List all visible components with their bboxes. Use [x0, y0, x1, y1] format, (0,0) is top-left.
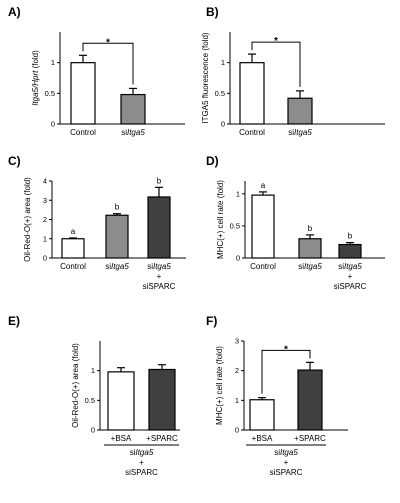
significance-bracket	[82, 42, 134, 85]
category-label: siItga5	[121, 128, 145, 137]
y-tick-label: 1	[235, 396, 239, 405]
group-footer-label: siSPARC	[125, 468, 158, 477]
y-tick-label: 1	[43, 234, 47, 243]
y-axis-label: ITGA5 fluorescence (fold)	[201, 32, 210, 123]
category-label: +	[157, 272, 162, 281]
y-tick-label: 0	[51, 120, 55, 129]
category-label: Control	[60, 262, 86, 271]
y-tick-label: 2	[43, 215, 47, 224]
category-label: siItga5	[298, 262, 322, 271]
group-letter: a	[261, 181, 266, 190]
y-tick-label: 0	[235, 426, 239, 435]
y-tick-label: 0	[43, 254, 47, 263]
y-tick-label: 0.5	[215, 89, 225, 98]
bar	[70, 62, 96, 125]
group-letter: b	[157, 176, 162, 185]
category-label: siSPARC	[143, 282, 176, 291]
group-letter: b	[348, 232, 353, 241]
bar	[338, 243, 362, 259]
group-footer-label: siItga5	[130, 448, 154, 457]
bar	[147, 196, 171, 259]
bar	[298, 238, 322, 259]
significance-marker: *	[284, 344, 288, 355]
group-letter: a	[71, 227, 76, 236]
panel-c: C) 0 1 2 3 4 Oil-Red-O(+) area (fold) a Control b…	[8, 154, 186, 291]
bar	[249, 399, 275, 431]
panel-letter: C)	[8, 154, 21, 168]
category-label: Control	[70, 128, 96, 137]
y-tick-label: 3	[43, 196, 47, 205]
y-tick-label: 0.5	[85, 396, 95, 405]
panel-letter: B)	[206, 5, 219, 19]
y-tick-label: 1	[236, 189, 240, 198]
panel-e: E) 0 0.5 1 Oil-Red-O(+) area (fold) +BSA +SPAR…	[8, 314, 180, 477]
y-tick-label: 2	[235, 366, 239, 375]
panel-f: F) 0 1 2 3 MHC(+) cell rate (fold) +BSA +SPARC *…	[206, 314, 348, 477]
y-axis-label: MHC(+) cell rate (fold)	[216, 180, 225, 259]
bar	[120, 93, 146, 125]
y-tick-label: 4	[43, 177, 47, 186]
bar	[61, 238, 85, 259]
bar	[107, 371, 135, 431]
category-label: siItga5	[288, 128, 312, 137]
bar	[287, 97, 313, 125]
group-footer-label: siItga5	[274, 448, 298, 457]
y-tick-label: 0	[221, 120, 225, 129]
significance-marker: *	[106, 37, 110, 48]
y-axis-label: Oil-Red-O(+) area (fold)	[71, 343, 80, 428]
bar	[239, 62, 265, 125]
category-label: +BSA	[252, 434, 273, 443]
group-footer-label: +	[139, 458, 144, 467]
category-label: siItga5	[105, 262, 129, 271]
y-axis-label: Oil-Red-O(+) area (fold)	[23, 177, 32, 262]
panel-d: D) 0 0.5 1 MHC(+) cell rate (fold) a Control b s…	[206, 154, 385, 291]
panel-letter: E)	[8, 314, 20, 328]
y-tick-label: 3	[235, 337, 239, 346]
y-tick-label: 1	[91, 366, 95, 375]
panel-letter: F)	[206, 314, 217, 328]
bar	[297, 369, 323, 431]
significance-bracket	[261, 349, 311, 394]
category-label: +SPARC	[294, 434, 326, 443]
category-label: +BSA	[111, 434, 132, 443]
y-tick-label: 1	[51, 58, 55, 67]
y-axis-label: Itga5/Hprt (fold)	[31, 50, 40, 106]
group-footer-label: siSPARC	[270, 468, 303, 477]
category-label: Control	[239, 128, 265, 137]
panel-letter: A)	[8, 5, 21, 19]
significance-bracket	[251, 41, 301, 87]
bar	[251, 194, 275, 259]
category-label: Control	[250, 262, 276, 271]
group-footer-label: +	[284, 458, 289, 467]
category-label: siSPARC	[334, 282, 367, 291]
panel-a: A) 0 0.5 1 Itga5/Hprt (fold) Control siItga5 *	[8, 5, 185, 137]
category-label: +	[348, 272, 353, 281]
y-tick-label: 0	[236, 254, 240, 263]
category-label: +SPARC	[146, 434, 178, 443]
group-letter: b	[115, 203, 120, 212]
panel-letter: D)	[206, 154, 219, 168]
y-tick-label: 0.5	[45, 89, 55, 98]
bar	[105, 214, 129, 259]
bar	[148, 368, 176, 431]
significance-marker: *	[274, 36, 278, 47]
category-label: siItga5	[338, 262, 362, 271]
y-tick-label: 1	[221, 58, 225, 67]
y-tick-label: 0.5	[230, 221, 240, 230]
category-label: siItga5	[147, 262, 171, 271]
panel-b: B) 0 0.5 1 ITGA5 fluorescence (fold) Control s…	[201, 5, 385, 137]
y-tick-label: 0	[91, 426, 95, 435]
group-letter: b	[308, 224, 313, 233]
y-axis-label: MHC(+) cell rate (fold)	[215, 346, 224, 425]
